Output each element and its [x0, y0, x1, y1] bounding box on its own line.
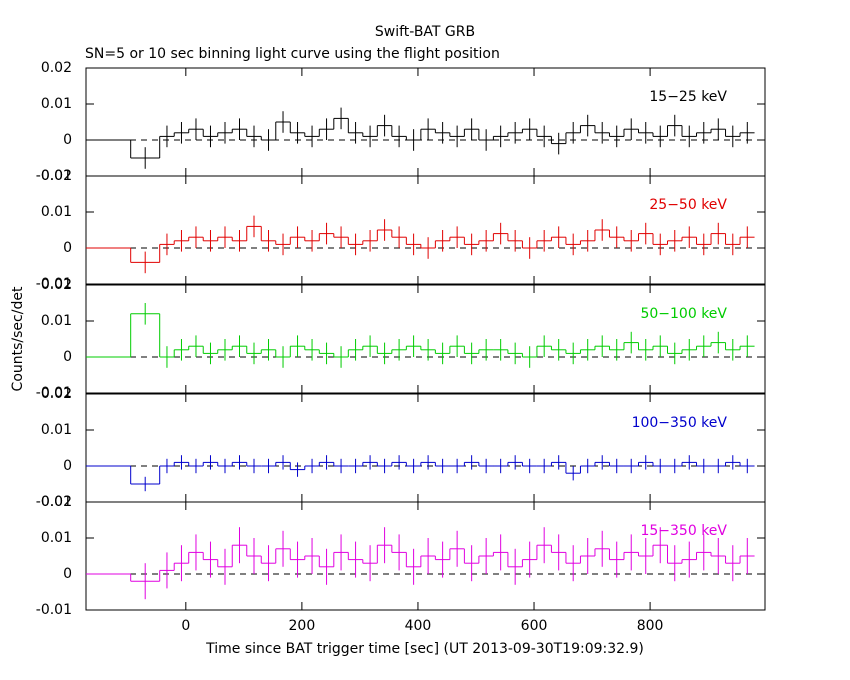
band-label: 15−350 keV	[640, 523, 727, 539]
y-tick-label: 0	[63, 349, 72, 365]
y-tick-label: -0.01	[36, 385, 72, 401]
chart-subtitle: SN=5 or 10 sec binning light curve using…	[85, 46, 500, 62]
y-tick-label: 0	[63, 132, 72, 148]
y-tick-label: 0.02	[41, 60, 72, 76]
panel-frame	[85, 393, 766, 503]
y-tick-label: -0.01	[36, 494, 72, 510]
band-label: 25−50 keV	[649, 197, 727, 213]
panel-frame	[85, 284, 766, 394]
y-tick-label: 0.01	[41, 204, 72, 220]
y-tick-label: 0	[63, 458, 72, 474]
y-tick-label: 0.01	[41, 530, 72, 546]
panel-frame	[85, 501, 766, 611]
x-tick-label: 0	[181, 618, 190, 634]
y-tick-label: 0	[63, 566, 72, 582]
y-tick-label: -0.01	[36, 276, 72, 292]
x-tick-label: 200	[289, 618, 316, 634]
y-tick-label: 0	[63, 240, 72, 256]
y-tick-label: -0.01	[36, 168, 72, 184]
y-tick-label: 0.01	[41, 96, 72, 112]
y-tick-label: 0.02	[41, 494, 72, 510]
y-tick-label: 0.01	[41, 422, 72, 438]
y-tick-label: -0.01	[36, 602, 72, 618]
band-label: 15−25 keV	[649, 89, 727, 105]
y-tick-label: 0.02	[41, 386, 72, 402]
x-tick-label: 600	[521, 618, 548, 634]
x-tick-label: 800	[637, 618, 664, 634]
chart-title: Swift-BAT GRB	[375, 24, 475, 40]
y-axis-label: Counts/sec/det	[10, 286, 26, 391]
band-label: 100−350 keV	[632, 415, 728, 431]
band-label: 50−100 keV	[640, 306, 727, 322]
y-tick-label: 0.01	[41, 313, 72, 329]
y-tick-label: 0.02	[41, 277, 72, 293]
panel-frame	[85, 175, 766, 285]
x-axis-label: Time since BAT trigger time [sec] (UT 20…	[205, 641, 644, 657]
panel-frame	[85, 67, 766, 177]
x-tick-label: 400	[405, 618, 432, 634]
y-tick-label: 0.02	[41, 168, 72, 184]
